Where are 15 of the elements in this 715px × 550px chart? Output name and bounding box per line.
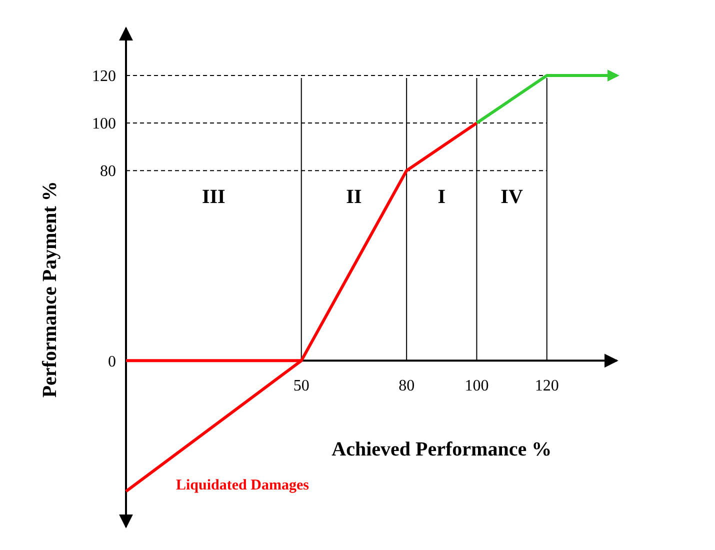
y-tick-label: 100 xyxy=(92,116,116,133)
x-tick-label: 80 xyxy=(398,378,415,395)
x-axis-title: Achieved Performance % xyxy=(332,438,552,461)
y-tick-label: 0 xyxy=(108,353,116,370)
y-axis-title: Performance Payment % xyxy=(39,181,61,398)
x-tick-label: 120 xyxy=(534,378,559,395)
annotation: IV xyxy=(500,186,524,208)
x-tick-label: 100 xyxy=(464,378,489,395)
series-label: Liquidated Damages xyxy=(176,477,310,494)
annotation: III xyxy=(202,186,226,208)
y-tick-label: 80 xyxy=(100,163,116,180)
x-tick-label: 50 xyxy=(293,378,310,395)
annotation: II xyxy=(346,186,362,208)
y-tick-label: 120 xyxy=(92,68,116,86)
annotation: I xyxy=(438,186,446,208)
